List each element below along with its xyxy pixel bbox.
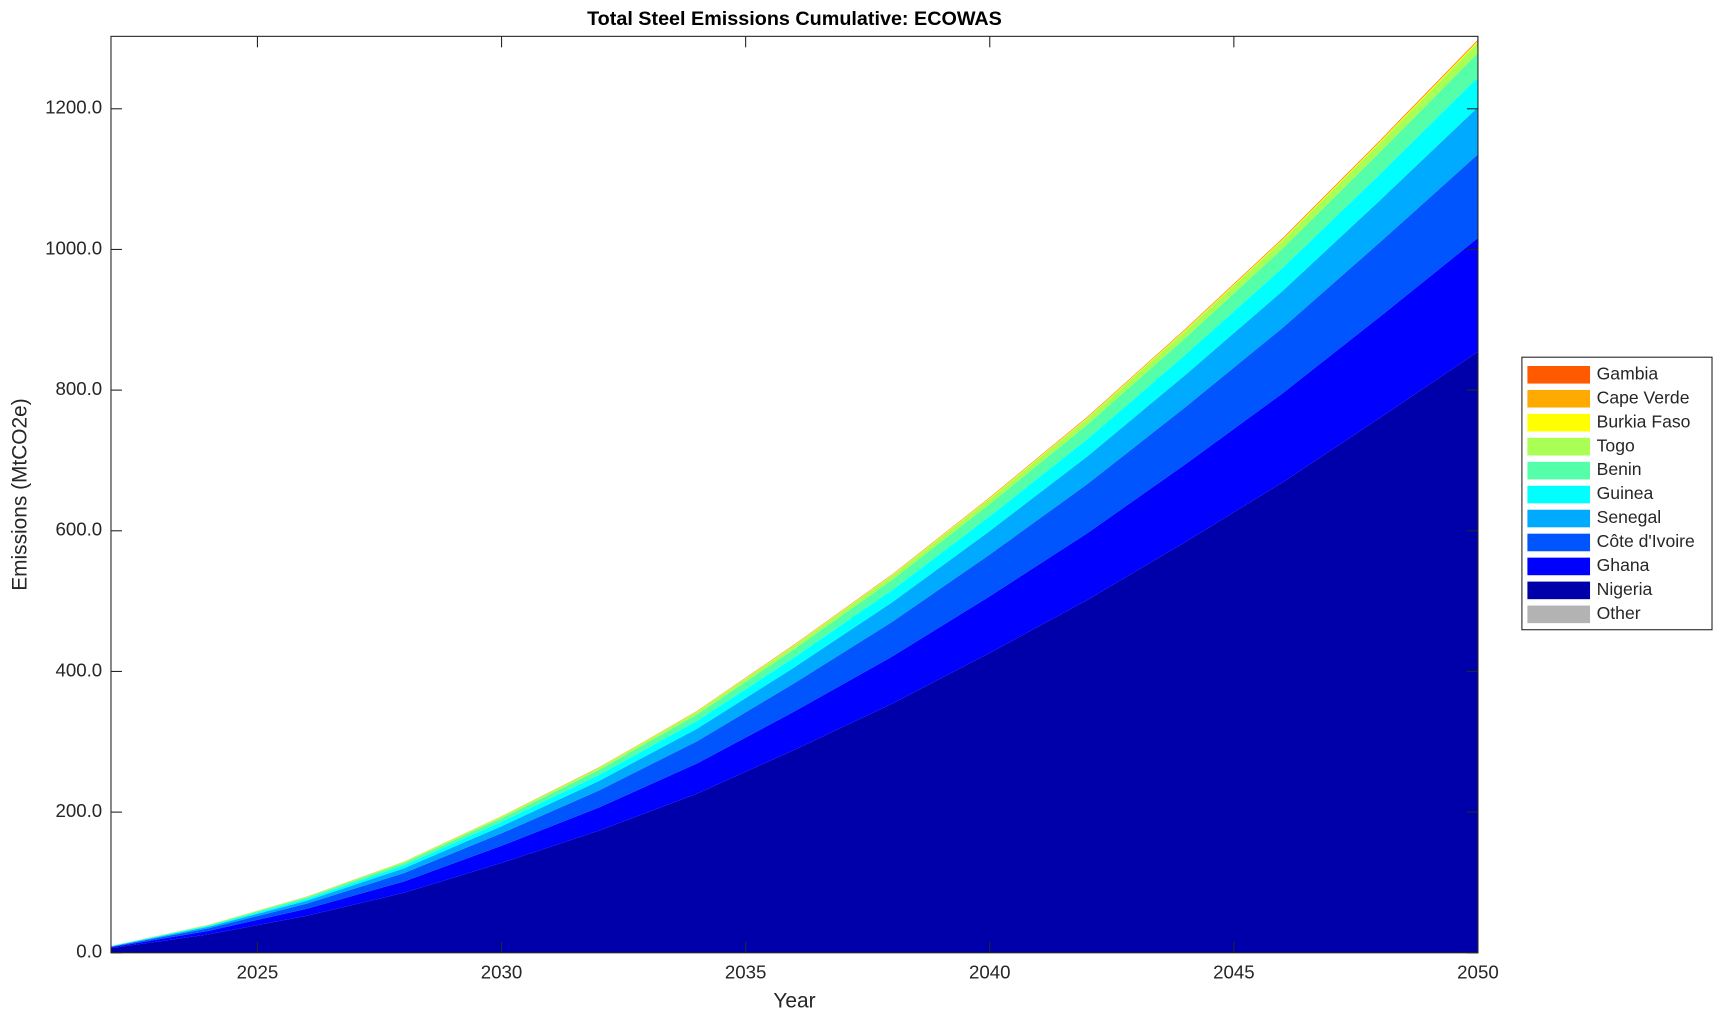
chart-title: Total Steel Emissions Cumulative: ECOWAS	[587, 8, 1002, 30]
legend-swatch	[1527, 437, 1591, 456]
y-tick-label: 200.0	[55, 800, 102, 821]
legend-swatch	[1527, 389, 1591, 408]
legend-label: Côte d'Ivoire	[1597, 531, 1695, 551]
legend-label: Ghana	[1597, 555, 1650, 575]
x-axis-label: Year	[773, 990, 815, 1013]
x-tick-label: 2045	[1213, 962, 1255, 983]
x-tick-label: 2050	[1457, 962, 1499, 983]
axes-box	[110, 35, 1479, 954]
legend-label: Senegal	[1597, 507, 1662, 527]
x-tick-label: 2025	[237, 962, 279, 983]
y-tick-label: 800.0	[55, 378, 102, 399]
x-tick-label: 2030	[481, 962, 523, 983]
legend-swatch	[1527, 413, 1591, 432]
legend-swatch	[1527, 461, 1591, 480]
legend-swatch	[1527, 509, 1591, 528]
legend: Gambia Cape Verde Burkia Faso Togo Benin Guin…	[1521, 356, 1713, 631]
y-tick-label: 0.0	[76, 941, 102, 962]
legend-label: Cape Verde	[1597, 387, 1690, 407]
legend-swatch	[1527, 581, 1591, 600]
y-tick-label: 400.0	[55, 659, 102, 680]
legend-swatch	[1527, 485, 1591, 504]
y-tick-label: 1000.0	[45, 237, 102, 258]
legend-label: Benin	[1597, 459, 1642, 479]
y-tick-label: 600.0	[55, 519, 102, 540]
x-tick-label: 2040	[969, 962, 1011, 983]
legend-label: Nigeria	[1597, 579, 1653, 599]
axes: 2025 2030 2035 2040 2045 2050 0.0 200.0 400.0 600…	[45, 35, 1499, 983]
legend-swatch	[1527, 605, 1591, 624]
y-axis-label: Emissions (MtCO2e)	[8, 398, 31, 590]
legend-label: Togo	[1597, 435, 1635, 455]
x-tick-label: 2035	[725, 962, 767, 983]
legend-label: Gambia	[1597, 363, 1659, 383]
legend-label: Other	[1597, 603, 1641, 623]
legend-label: Burkia Faso	[1597, 411, 1691, 431]
legend-swatch	[1527, 366, 1591, 384]
area	[110, 351, 1478, 953]
plot-area	[110, 39, 1478, 953]
legend-label: Guinea	[1597, 483, 1654, 503]
legend-swatch	[1527, 557, 1591, 576]
legend-swatch	[1527, 533, 1591, 552]
y-tick-label: 1200.0	[45, 97, 102, 118]
